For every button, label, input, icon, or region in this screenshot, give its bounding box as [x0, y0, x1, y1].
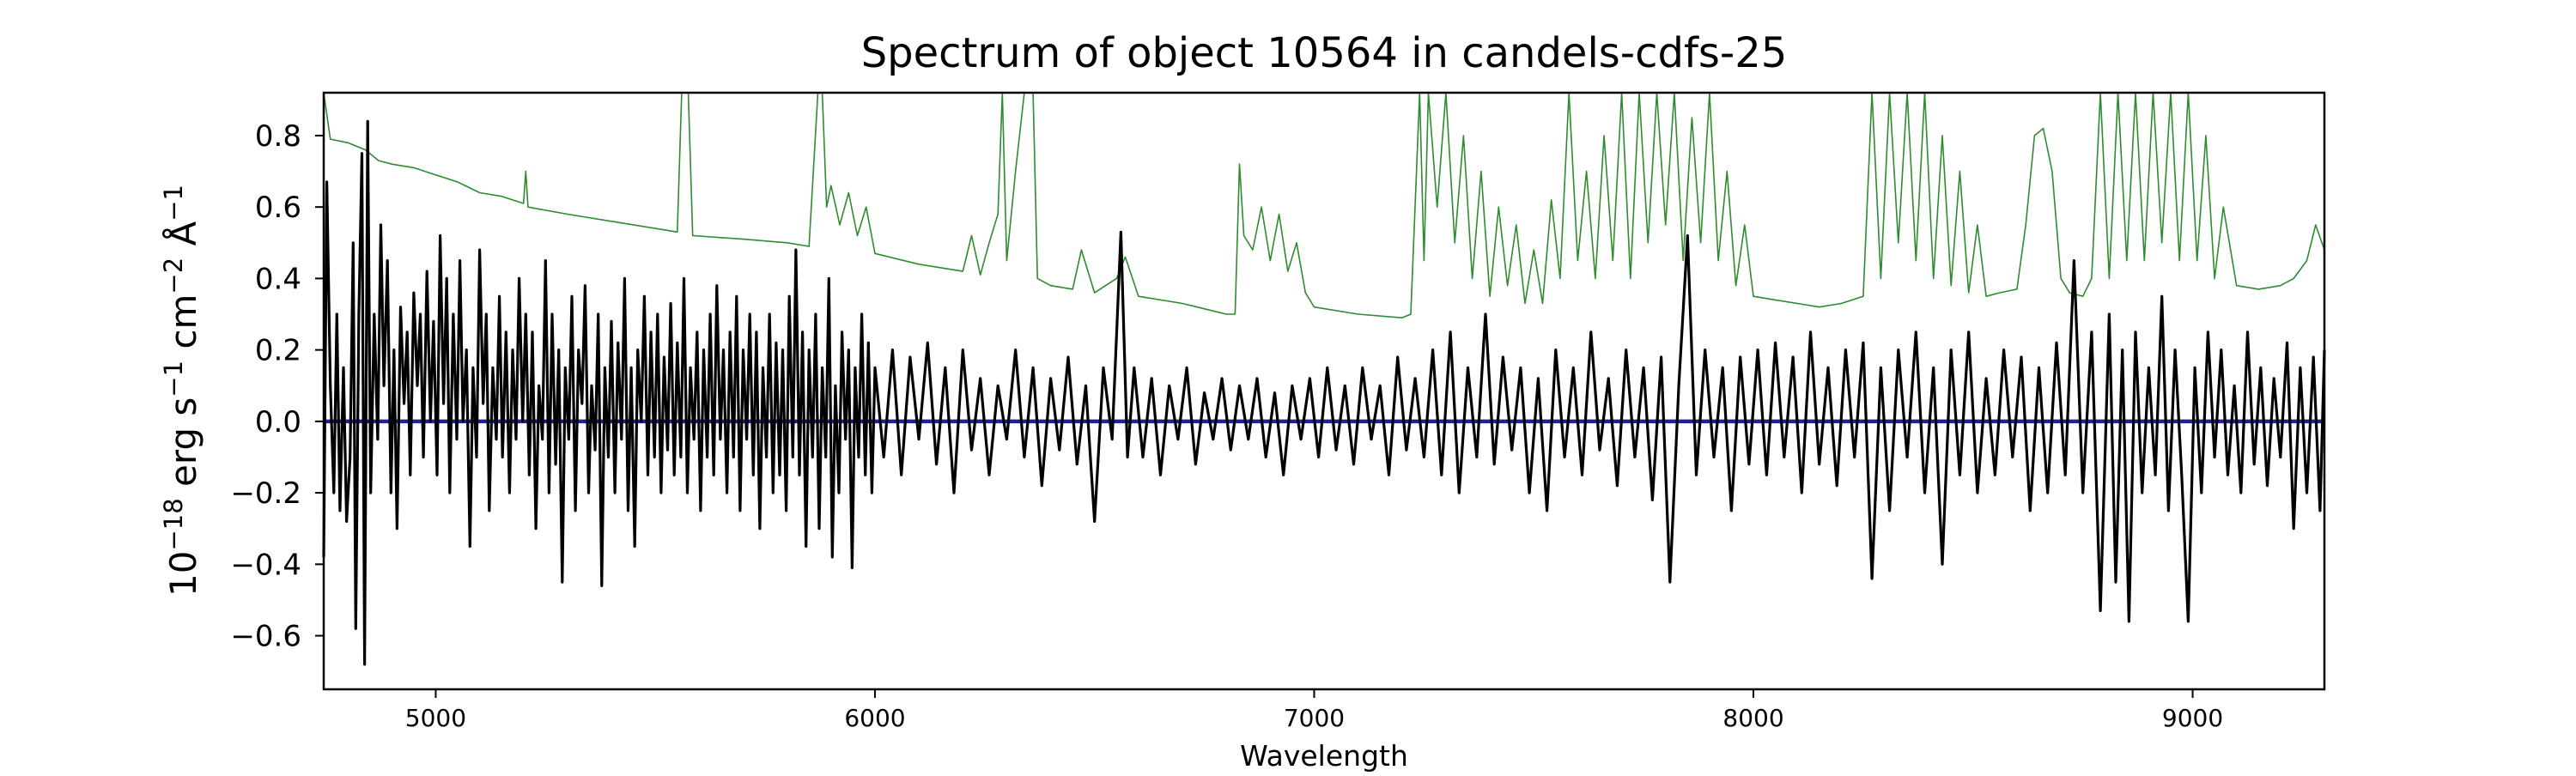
y-tick-label: 0.4: [255, 262, 301, 296]
x-tick-label: 6000: [844, 704, 905, 732]
x-tick-label: 5000: [405, 704, 466, 732]
y-tick-label: 0.6: [255, 191, 301, 225]
y-axis-label: 10−18 erg s−1 cm−2 Å−1: [159, 185, 204, 597]
y-tick-label: 0.8: [255, 119, 301, 154]
y-axis-label-base: 10: [162, 551, 204, 597]
plot-frame: [322, 91, 2326, 691]
y-tick-label: −0.6: [230, 620, 301, 654]
y-axis-label-exp: −2: [159, 258, 188, 294]
y-axis-label-exp: −18: [159, 498, 188, 550]
x-axis-ticks: 5000 6000 7000 8000 9000: [405, 689, 2223, 732]
y-axis-label-exp: −1: [159, 185, 188, 221]
x-tick-label: 7000: [1284, 704, 1345, 732]
series-layer: [322, 92, 2326, 666]
x-axis-label: Wavelength: [1240, 739, 1408, 773]
error-series-line: [323, 92, 2325, 318]
x-tick-label: 8000: [1722, 704, 1783, 732]
y-tick-label: 0.2: [255, 334, 301, 368]
y-tick-label: −0.2: [230, 476, 301, 511]
y-axis-label-erg: erg s: [162, 397, 204, 499]
flux-series-line: [322, 119, 2326, 666]
y-axis-label-exp: −1: [159, 361, 188, 397]
y-tick-label: −0.4: [230, 548, 301, 582]
y-tick-label: 0.0: [255, 405, 301, 440]
y-axis-ticks: −0.6 −0.4 −0.2 0.0 0.2 0.4 0.6 0.8: [230, 119, 324, 654]
y-axis-label-angstrom: Å: [161, 221, 204, 258]
x-tick-label: 9000: [2162, 704, 2223, 732]
y-axis-label-cm: cm: [162, 294, 204, 361]
chart-title: Spectrum of object 10564 in candels-cdfs…: [861, 29, 1788, 77]
